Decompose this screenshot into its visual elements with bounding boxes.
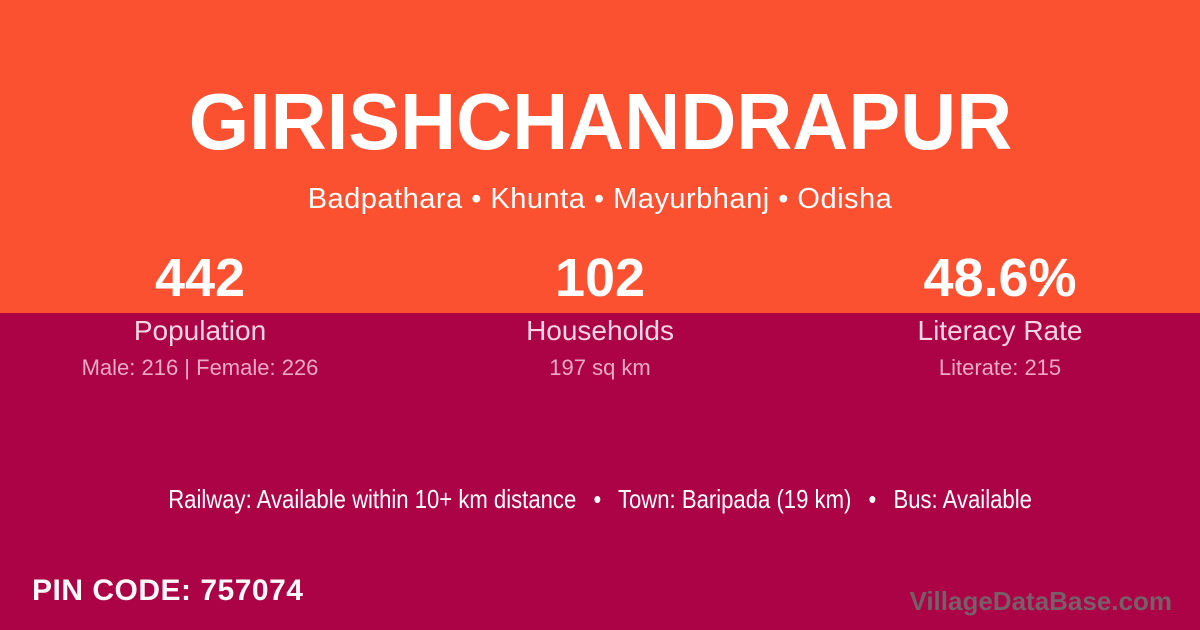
households-label: Households xyxy=(526,314,674,346)
orange-header-band xyxy=(0,0,1200,313)
stat-literacy: 48.6% Literacy Rate Literate: 215 xyxy=(800,250,1200,380)
amenities-line: Railway: Available within 10+ km distanc… xyxy=(0,484,1200,515)
population-gender-detail: Male: 216 | Female: 226 xyxy=(81,354,319,380)
page-title: GIRISHCHANDRAPUR xyxy=(0,80,1200,164)
breadcrumb: Badpathara • Khunta • Mayurbhanj • Odish… xyxy=(307,183,893,215)
amenities-text: Railway: Available within 10+ km distanc… xyxy=(168,484,1032,514)
village-name: GIRISHCHANDRAPUR xyxy=(188,77,1012,166)
area-detail: 197 sq km xyxy=(549,354,651,380)
population-label: Population xyxy=(133,314,267,346)
site-watermark: VillageDataBase.com xyxy=(909,586,1172,616)
pin-code: PIN CODE: 757074 xyxy=(32,574,304,607)
stat-population: 442 Population Male: 216 | Female: 226 xyxy=(0,250,400,380)
stat-households: 102 Households 197 sq km xyxy=(400,250,800,380)
households-value: 102 xyxy=(554,248,646,308)
population-value: 442 xyxy=(154,248,246,308)
literacy-rate-value: 48.6% xyxy=(923,248,1077,308)
stats-row: 442 Population Male: 216 | Female: 226 1… xyxy=(0,250,1200,380)
literate-count-detail: Literate: 215 xyxy=(938,354,1062,380)
literacy-rate-label: Literacy Rate xyxy=(917,314,1083,346)
